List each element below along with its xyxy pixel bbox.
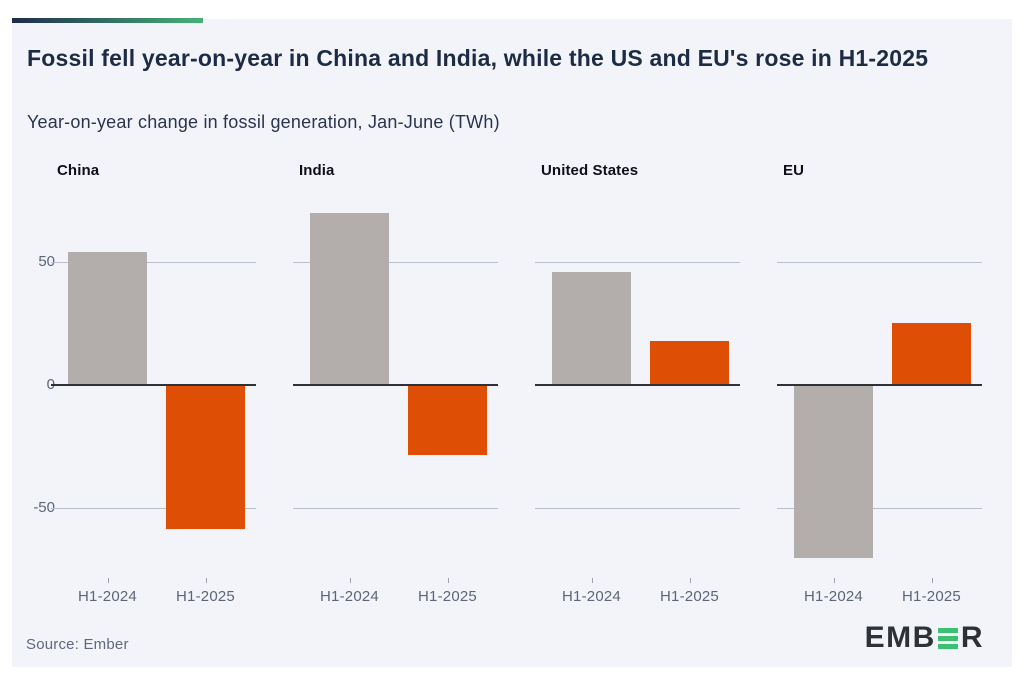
panel-title-eu: EU <box>783 162 805 179</box>
gridline-50 <box>293 262 498 263</box>
zero-axis-line <box>777 384 982 386</box>
x-axis-tick <box>108 578 109 583</box>
panel-india: India H1-2024 H1-2025 <box>293 159 498 624</box>
x-axis-tick <box>206 578 207 583</box>
logo-e-bars-icon <box>937 627 958 649</box>
bar-china-h1-2024 <box>68 252 147 385</box>
y-axis-tick-label: 0 <box>12 375 55 395</box>
x-axis-tick <box>932 578 933 583</box>
x-axis-tick <box>690 578 691 583</box>
logo-text-r: R <box>960 621 984 654</box>
gridline-50 <box>51 262 256 263</box>
zero-axis-line <box>293 384 498 386</box>
zero-axis-line <box>535 384 740 386</box>
accent-gradient-bar <box>12 18 203 23</box>
panel-united-states: United States H1-2024 H1-2025 <box>535 159 740 624</box>
x-axis-label-h1-2025: H1-2025 <box>176 588 235 605</box>
gridline--50 <box>293 508 498 509</box>
source-label: Source: Ember <box>26 636 129 653</box>
chart-subtitle: Year-on-year change in fossil generation… <box>27 112 500 132</box>
panel-plot-india: H1-2024 H1-2025 <box>293 190 498 605</box>
panel-plot-china: H1-2024 H1-2025 <box>51 190 256 605</box>
x-axis-label-h1-2025: H1-2025 <box>660 588 719 605</box>
gridline--50 <box>535 508 740 509</box>
x-axis-label-h1-2025: H1-2025 <box>418 588 477 605</box>
panel-plot-united-states: H1-2024 H1-2025 <box>535 190 740 605</box>
panel-title-united-states: United States <box>541 162 639 179</box>
chart-title: Fossil fell year-on-year in China and In… <box>27 45 929 71</box>
panel-title-china: China <box>57 162 100 179</box>
zero-axis-line <box>51 384 256 386</box>
x-axis-tick <box>350 578 351 583</box>
bar-eu-h1-2024 <box>794 386 873 558</box>
logo-text-emb: EMB <box>864 621 936 654</box>
bar-eu-h1-2025 <box>892 323 971 385</box>
bar-united-states-h1-2024 <box>552 272 631 385</box>
x-axis-tick <box>448 578 449 583</box>
bar-india-h1-2024 <box>310 213 389 385</box>
panel-china: China H1-2024 H1-2025 <box>51 159 256 624</box>
chart-card: Fossil fell year-on-year in China and In… <box>12 19 1012 667</box>
x-axis-label-h1-2024: H1-2024 <box>320 588 379 605</box>
y-axis-tick-label: -50 <box>33 499 55 516</box>
ember-logo: EMB R <box>865 623 984 653</box>
gridline--50 <box>777 508 982 509</box>
panel-plot-eu: H1-2024 H1-2025 <box>777 190 982 605</box>
gridline--50 <box>51 508 256 509</box>
x-axis-tick <box>834 578 835 583</box>
bar-united-states-h1-2025 <box>650 341 729 385</box>
x-axis-label-h1-2024: H1-2024 <box>78 588 137 605</box>
bar-china-h1-2025 <box>166 386 245 529</box>
x-axis-label-h1-2025: H1-2025 <box>902 588 961 605</box>
x-axis-label-h1-2024: H1-2024 <box>562 588 621 605</box>
panel-title-india: India <box>299 162 335 179</box>
gridline-50 <box>535 262 740 263</box>
gridline-50 <box>777 262 982 263</box>
y-axis-tick-label: 50 <box>38 253 55 270</box>
x-axis-tick <box>592 578 593 583</box>
bar-india-h1-2025 <box>408 386 487 455</box>
panel-eu: EU H1-2024 H1-2025 <box>777 159 982 624</box>
x-axis-label-h1-2024: H1-2024 <box>804 588 863 605</box>
